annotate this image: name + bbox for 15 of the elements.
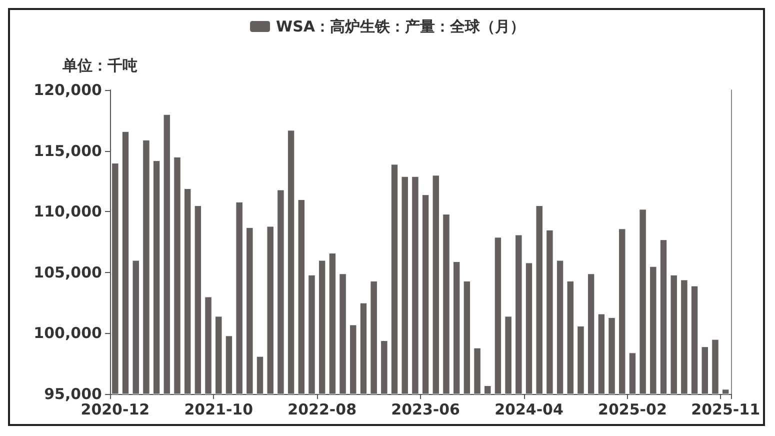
x-tick-label: 2025-11 [691, 400, 760, 418]
y-tick-label: 120,000 [34, 81, 102, 99]
y-tick-label: 110,000 [34, 202, 102, 221]
y-axis-title: 单位：千吨 [62, 56, 138, 74]
y-tick-label: 105,000 [34, 263, 102, 282]
x-tick-label: 2023-06 [391, 400, 460, 418]
x-tick-label: 2020-12 [80, 400, 150, 418]
legend-label: WSA：高炉生铁：产量：全球（月） [276, 18, 525, 36]
y-tick-label: 95,000 [44, 385, 102, 403]
x-tick-label: 2022-08 [288, 400, 357, 418]
y-tick-label: 100,000 [34, 324, 102, 342]
x-tick-label: 2025-02 [598, 400, 667, 418]
x-tick-label: 2021-10 [184, 400, 254, 418]
y-tick-label: 115,000 [34, 142, 102, 160]
x-tick-label: 2024-04 [494, 400, 564, 418]
